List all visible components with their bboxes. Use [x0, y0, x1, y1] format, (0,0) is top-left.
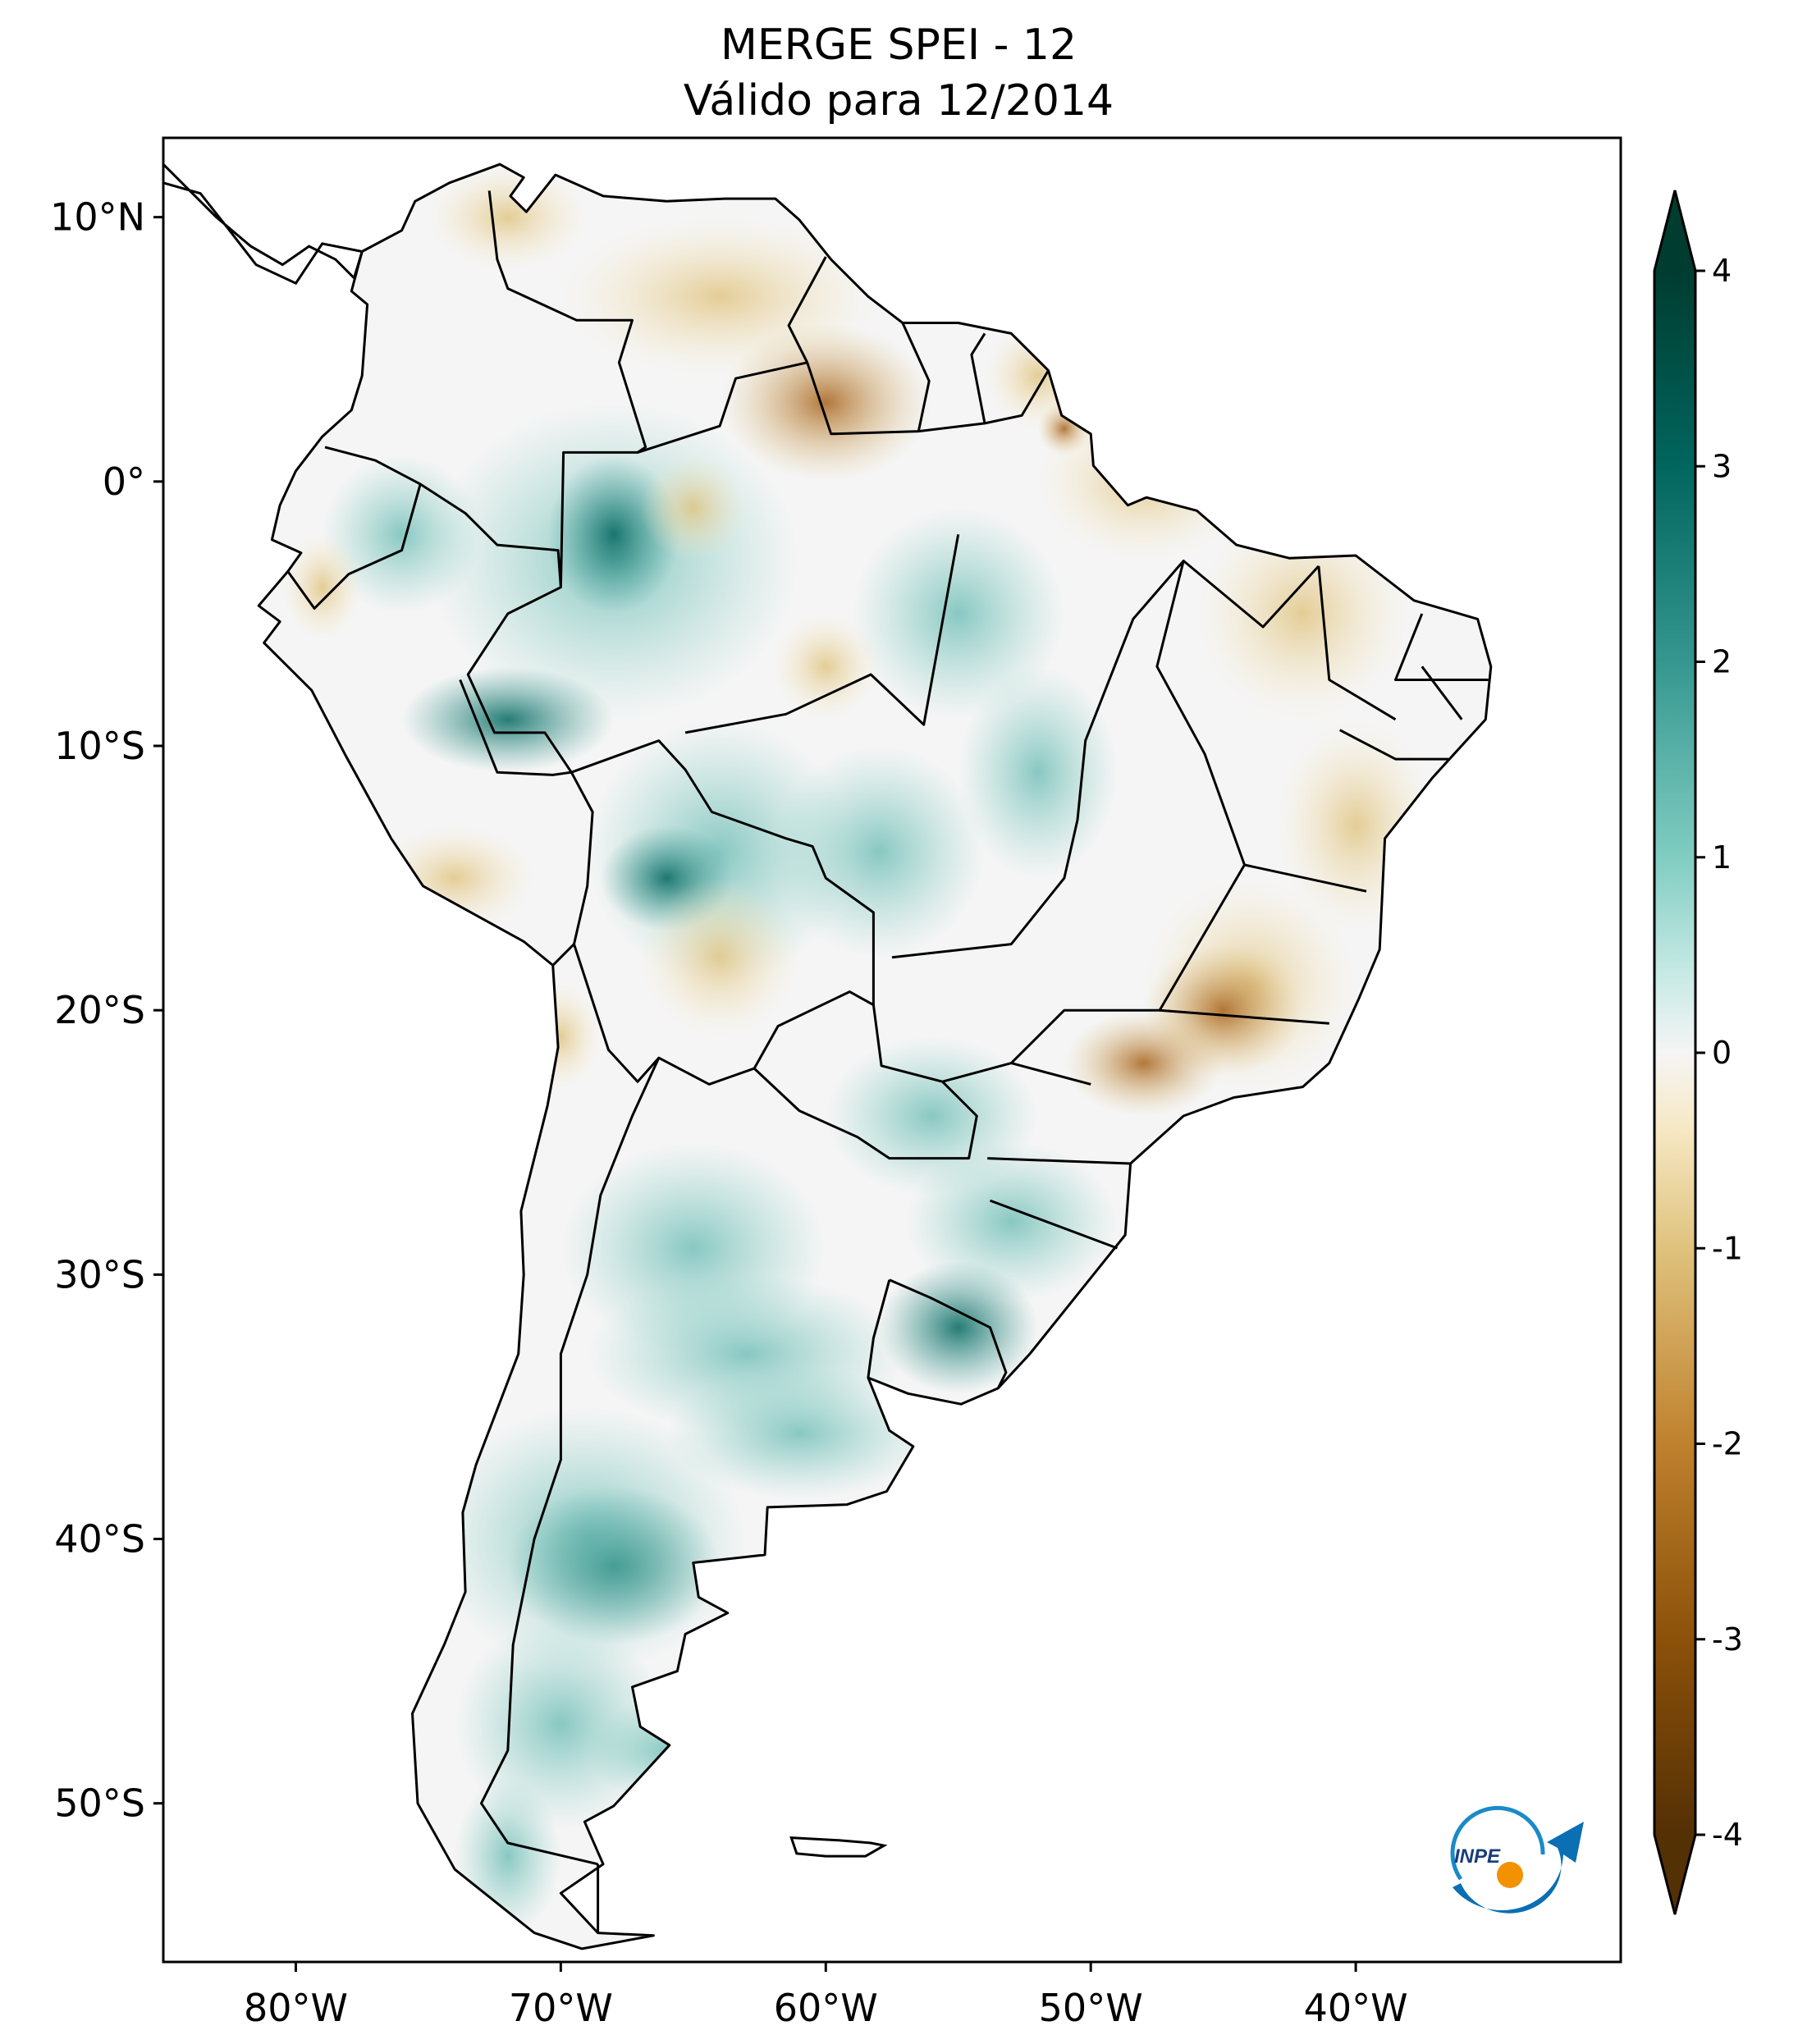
logo-text: INPE [1454, 1845, 1501, 1868]
falkland-islands [789, 1836, 888, 1858]
spei-anomaly-patch [587, 1697, 747, 1804]
border-line [286, 483, 422, 610]
lat-tick-label: 0° [103, 460, 145, 504]
border-line [459, 679, 572, 776]
border-line [987, 1157, 1131, 1165]
title-line-2: Válido para 12/2014 [684, 76, 1114, 126]
colorbar-tick-label: 4 [1712, 253, 1732, 289]
lat-tick-label: 30°S [54, 1252, 145, 1296]
colorbar-tick-label: 2 [1712, 644, 1732, 680]
border-line [1394, 613, 1489, 681]
border-line [637, 361, 1050, 454]
spei-anomaly-patch [375, 825, 535, 931]
spei-anomaly-patch [772, 613, 879, 720]
spei-anomaly-patch [852, 508, 1064, 720]
spei-anomaly-patch [1037, 402, 1251, 561]
border-line [891, 560, 1185, 959]
colorbar-tick-label: 0 [1712, 1035, 1732, 1071]
border-line [989, 1199, 1119, 1250]
spei-anomaly-patch [720, 322, 932, 482]
border-line [889, 1278, 1008, 1389]
spei-anomaly-patch [905, 1142, 1118, 1301]
lon-tick-label: 70°W [509, 1986, 613, 2030]
colorbar-top-extend [1654, 190, 1695, 271]
colorbar-tick-label: -1 [1712, 1230, 1743, 1266]
border-line [787, 256, 827, 364]
spei-shading [282, 164, 1435, 1936]
lon-tick-label: 50°W [1039, 1986, 1143, 2030]
spei-anomaly-patch [878, 1261, 1038, 1394]
border-line [324, 446, 594, 967]
spei-anomaly-patch [521, 984, 601, 1090]
land-shading [258, 164, 1491, 1949]
colorbar: 4 3 2 1 0 -1 -2 -3 -4 [1653, 190, 1743, 1915]
lat-tick-label: 10°N [50, 195, 145, 240]
border-line [942, 1062, 1012, 1083]
lat-tick-label: 40°S [54, 1517, 145, 1562]
spei-anomaly-patch [666, 1367, 932, 1500]
border-line [684, 534, 960, 734]
logo-sun-icon [1497, 1862, 1523, 1888]
lat-tick-label: 10°S [54, 724, 145, 768]
border-line [970, 332, 986, 424]
spei-anomaly-patch [401, 666, 614, 773]
border-line [867, 1279, 891, 1379]
spei-anomaly-patch [282, 534, 363, 641]
border-line [1421, 665, 1463, 720]
logo-arc-icon [1450, 1805, 1545, 1881]
lon-tick-label: 40°W [1304, 1986, 1408, 2030]
spei-anomaly-patch [322, 455, 482, 614]
spei-anomaly-patch [640, 455, 747, 561]
coastline [257, 162, 1493, 1950]
lon-tick-label: 80°W [244, 1986, 348, 2030]
colorbar-bottom-extend [1654, 1835, 1695, 1914]
country-borders [162, 162, 1493, 1950]
spei-anomaly-patch [985, 322, 1091, 429]
colorbar-tick-label: -4 [1712, 1817, 1743, 1853]
colorbar-tick-label: -2 [1712, 1426, 1743, 1462]
spei-anomaly-patch [772, 746, 986, 958]
latitude-ticks: 10°N 0° 10°S 20°S 30°S 40°S 50°S [50, 195, 163, 1826]
border-line [1317, 565, 1397, 721]
longitude-ticks: 80°W 70°W 60°W 50°W 40°W [244, 1962, 1408, 2030]
spei-anomaly-patch [428, 1406, 747, 1671]
border-line [901, 322, 931, 432]
map-frame [162, 136, 1622, 1964]
colorbar-tick-label: 3 [1712, 448, 1732, 484]
border-line [1009, 560, 1320, 1086]
border-line [487, 190, 647, 588]
colorbar-ticks: 4 3 2 1 0 -1 -2 -3 -4 [1695, 253, 1743, 1853]
border-line [753, 1004, 978, 1160]
border-line [1244, 863, 1367, 893]
colorbar-tick-label: -3 [1712, 1621, 1743, 1658]
lon-tick-label: 60°W [774, 1986, 878, 2030]
lat-tick-label: 20°S [54, 988, 145, 1032]
colorbar-tick-label: 1 [1712, 839, 1732, 876]
logo-swoosh-icon [1453, 1822, 1584, 1914]
border-line [480, 1057, 661, 1866]
lat-tick-label: 50°S [54, 1781, 145, 1826]
inpe-logo: INPE [1450, 1805, 1584, 1914]
title-line-1: MERGE SPEI - 12 [721, 21, 1077, 70]
border-line [1339, 729, 1449, 761]
colorbar-fill [1654, 271, 1695, 1835]
spei-anomaly-patch [428, 164, 588, 271]
spei-anomaly-patch [640, 878, 799, 1037]
central-america-coast [162, 163, 364, 286]
spei-anomaly-patch [1064, 1010, 1224, 1116]
border-line [1159, 1008, 1329, 1025]
spei-anomaly-patch [1196, 508, 1409, 720]
